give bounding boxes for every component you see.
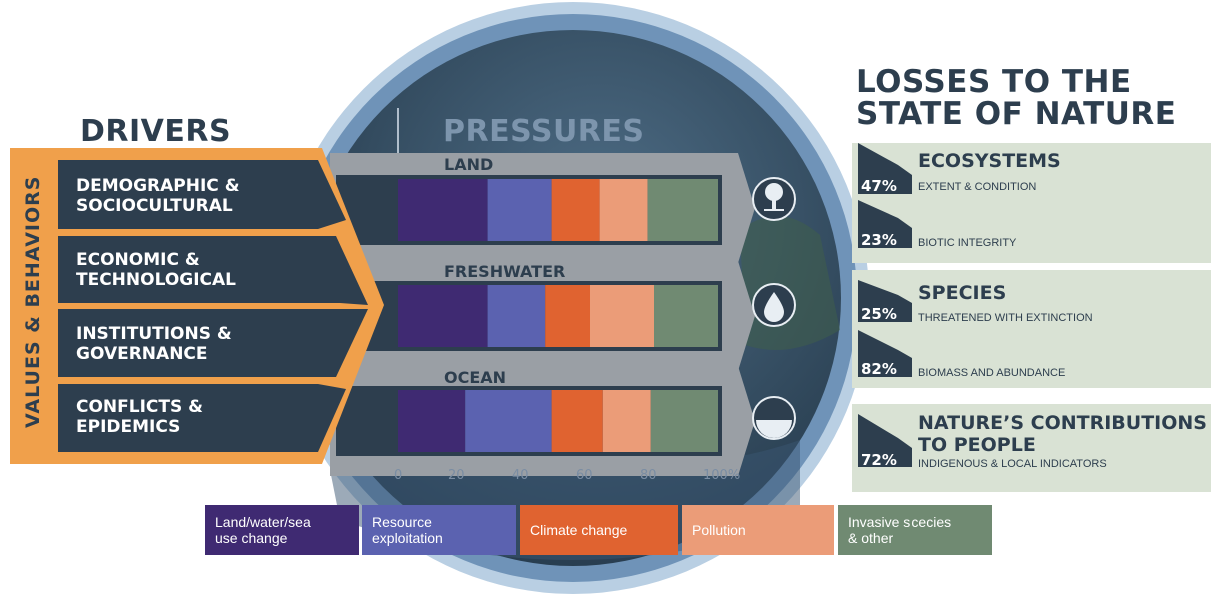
legend-invasive-species: Invasive s cecies & other [838, 505, 992, 555]
driver-1-line2: SOCIOCULTURAL [76, 196, 233, 216]
axis-tick-40: 40 [512, 468, 529, 483]
axis-tick-100: 100% [703, 468, 741, 483]
bar-segment-freshwater-4 [590, 285, 654, 347]
legend-5-line1: Invasive s cecies [848, 514, 952, 530]
bar-segment-land-2 [487, 179, 552, 241]
loss-desc-biotic: BIOTIC INTEGRITY [918, 237, 1017, 249]
axis-tick-80: 80 [640, 468, 657, 483]
driver-4-line2: EPIDEMICS [76, 417, 181, 437]
ocean-wave-icon [756, 420, 792, 438]
loss-pct-indigenous: 72% [861, 451, 897, 469]
losses-heading-line2: STATE OF NATURE [856, 96, 1177, 132]
driver-row-bg-2 [58, 236, 368, 305]
axis-tick-60: 60 [576, 468, 593, 483]
loss-tab-1 [858, 143, 912, 194]
loss-desc-indigenous: INDIGENOUS & LOCAL INDICATORS [918, 458, 1107, 470]
loss-desc-biomass: BIOMASS AND ABUNDANCE [918, 367, 1066, 379]
legend-resource-exploitation: Resource exploitation [362, 505, 516, 555]
realm-label-freshwater: FRESHWATER [444, 262, 566, 281]
legend-2-line1: Resource [372, 514, 432, 530]
legend-pollution: Pollution [682, 505, 834, 555]
driver-3-line1: INSTITUTIONS & [76, 324, 232, 344]
driver-row-bg-1 [58, 160, 346, 229]
bar-segment-freshwater-1 [398, 285, 488, 347]
legend-land-use-change: Land/water/sea use change [205, 505, 359, 555]
axis-tick-0: 0 [394, 468, 403, 483]
axis-tick-20: 20 [448, 468, 465, 483]
bar-segment-freshwater-5 [654, 285, 718, 347]
bar-segment-land-1 [398, 179, 488, 241]
bar-segment-land-5 [647, 179, 718, 241]
legend-5-line2: & other [848, 530, 894, 546]
bar-segment-ocean-2 [465, 390, 552, 452]
driver-2: ECONOMIC & TECHNOLOGICAL [76, 250, 236, 290]
driver-4: CONFLICTS & EPIDEMICS [76, 397, 203, 437]
loss-tab-3 [858, 280, 912, 322]
loss-pct-biomass: 82% [861, 360, 897, 378]
loss-title-ncp-line2: TO PEOPLE [918, 434, 1036, 456]
bar-segment-ocean-1 [398, 390, 466, 452]
legend-2-line2: exploitation [372, 530, 443, 546]
water-drop-icon [764, 292, 784, 322]
loss-pct-biotic: 23% [861, 231, 897, 249]
legend-4-line1: Pollution [692, 522, 746, 538]
driver-2-line2: TECHNOLOGICAL [76, 270, 237, 290]
driver-1: DEMOGRAPHIC & SOCIOCULTURAL [76, 176, 240, 216]
drivers-heading: DRIVERS [80, 114, 232, 149]
legend-climate-change: Climate change [520, 505, 678, 555]
loss-desc-extent: EXTENT & CONDITION [918, 181, 1037, 193]
realm-label-land: LAND [444, 155, 494, 174]
bar-segment-land-3 [551, 179, 600, 241]
losses-heading-line1: LOSSES TO THE [856, 64, 1132, 100]
loss-pct-threatened: 25% [861, 305, 897, 323]
loss-title-species: SPECIES [918, 282, 1007, 304]
pressures-heading: PRESSURES [443, 114, 645, 149]
stacked-bars [398, 179, 718, 452]
bar-segment-ocean-5 [650, 390, 718, 452]
legend-3-line1: Climate change [530, 522, 628, 538]
loss-tab-5 [858, 414, 912, 467]
loss-tab-2 [858, 200, 912, 248]
loss-pct-extent: 47% [861, 177, 897, 195]
driver-4-line1: CONFLICTS & [76, 397, 203, 417]
tree-icon [764, 183, 784, 211]
values-behaviors-label: VALUES & BEHAVIORS [22, 175, 44, 428]
realm-label-ocean: OCEAN [444, 368, 507, 387]
loss-title-ecosystems: ECOSYSTEMS [918, 150, 1061, 172]
bar-segment-ocean-3 [551, 390, 603, 452]
bar-segment-freshwater-2 [487, 285, 546, 347]
driver-3-line2: GOVERNANCE [76, 344, 208, 364]
bar-segment-ocean-4 [602, 390, 651, 452]
driver-row-bg-3 [58, 309, 368, 377]
loss-desc-threatened: THREATENED WITH EXTINCTION [918, 312, 1093, 324]
legend-1-line1: Land/water/sea [215, 514, 311, 530]
driver-3: INSTITUTIONS & GOVERNANCE [76, 324, 232, 364]
loss-title-ncp: NATURE’S CONTRIBUTIONS TO PEOPLE [918, 412, 1207, 456]
driver-1-line1: DEMOGRAPHIC & [76, 176, 240, 196]
driver-2-line1: ECONOMIC & [76, 250, 200, 270]
bar-segment-land-4 [599, 179, 648, 241]
loss-title-ncp-line1: NATURE’S CONTRIBUTIONS [918, 412, 1207, 434]
driver-row-bg-4 [58, 384, 346, 452]
loss-tab-4 [858, 330, 912, 377]
bar-segment-freshwater-3 [545, 285, 590, 347]
legend-1-line2: use change [215, 530, 288, 546]
